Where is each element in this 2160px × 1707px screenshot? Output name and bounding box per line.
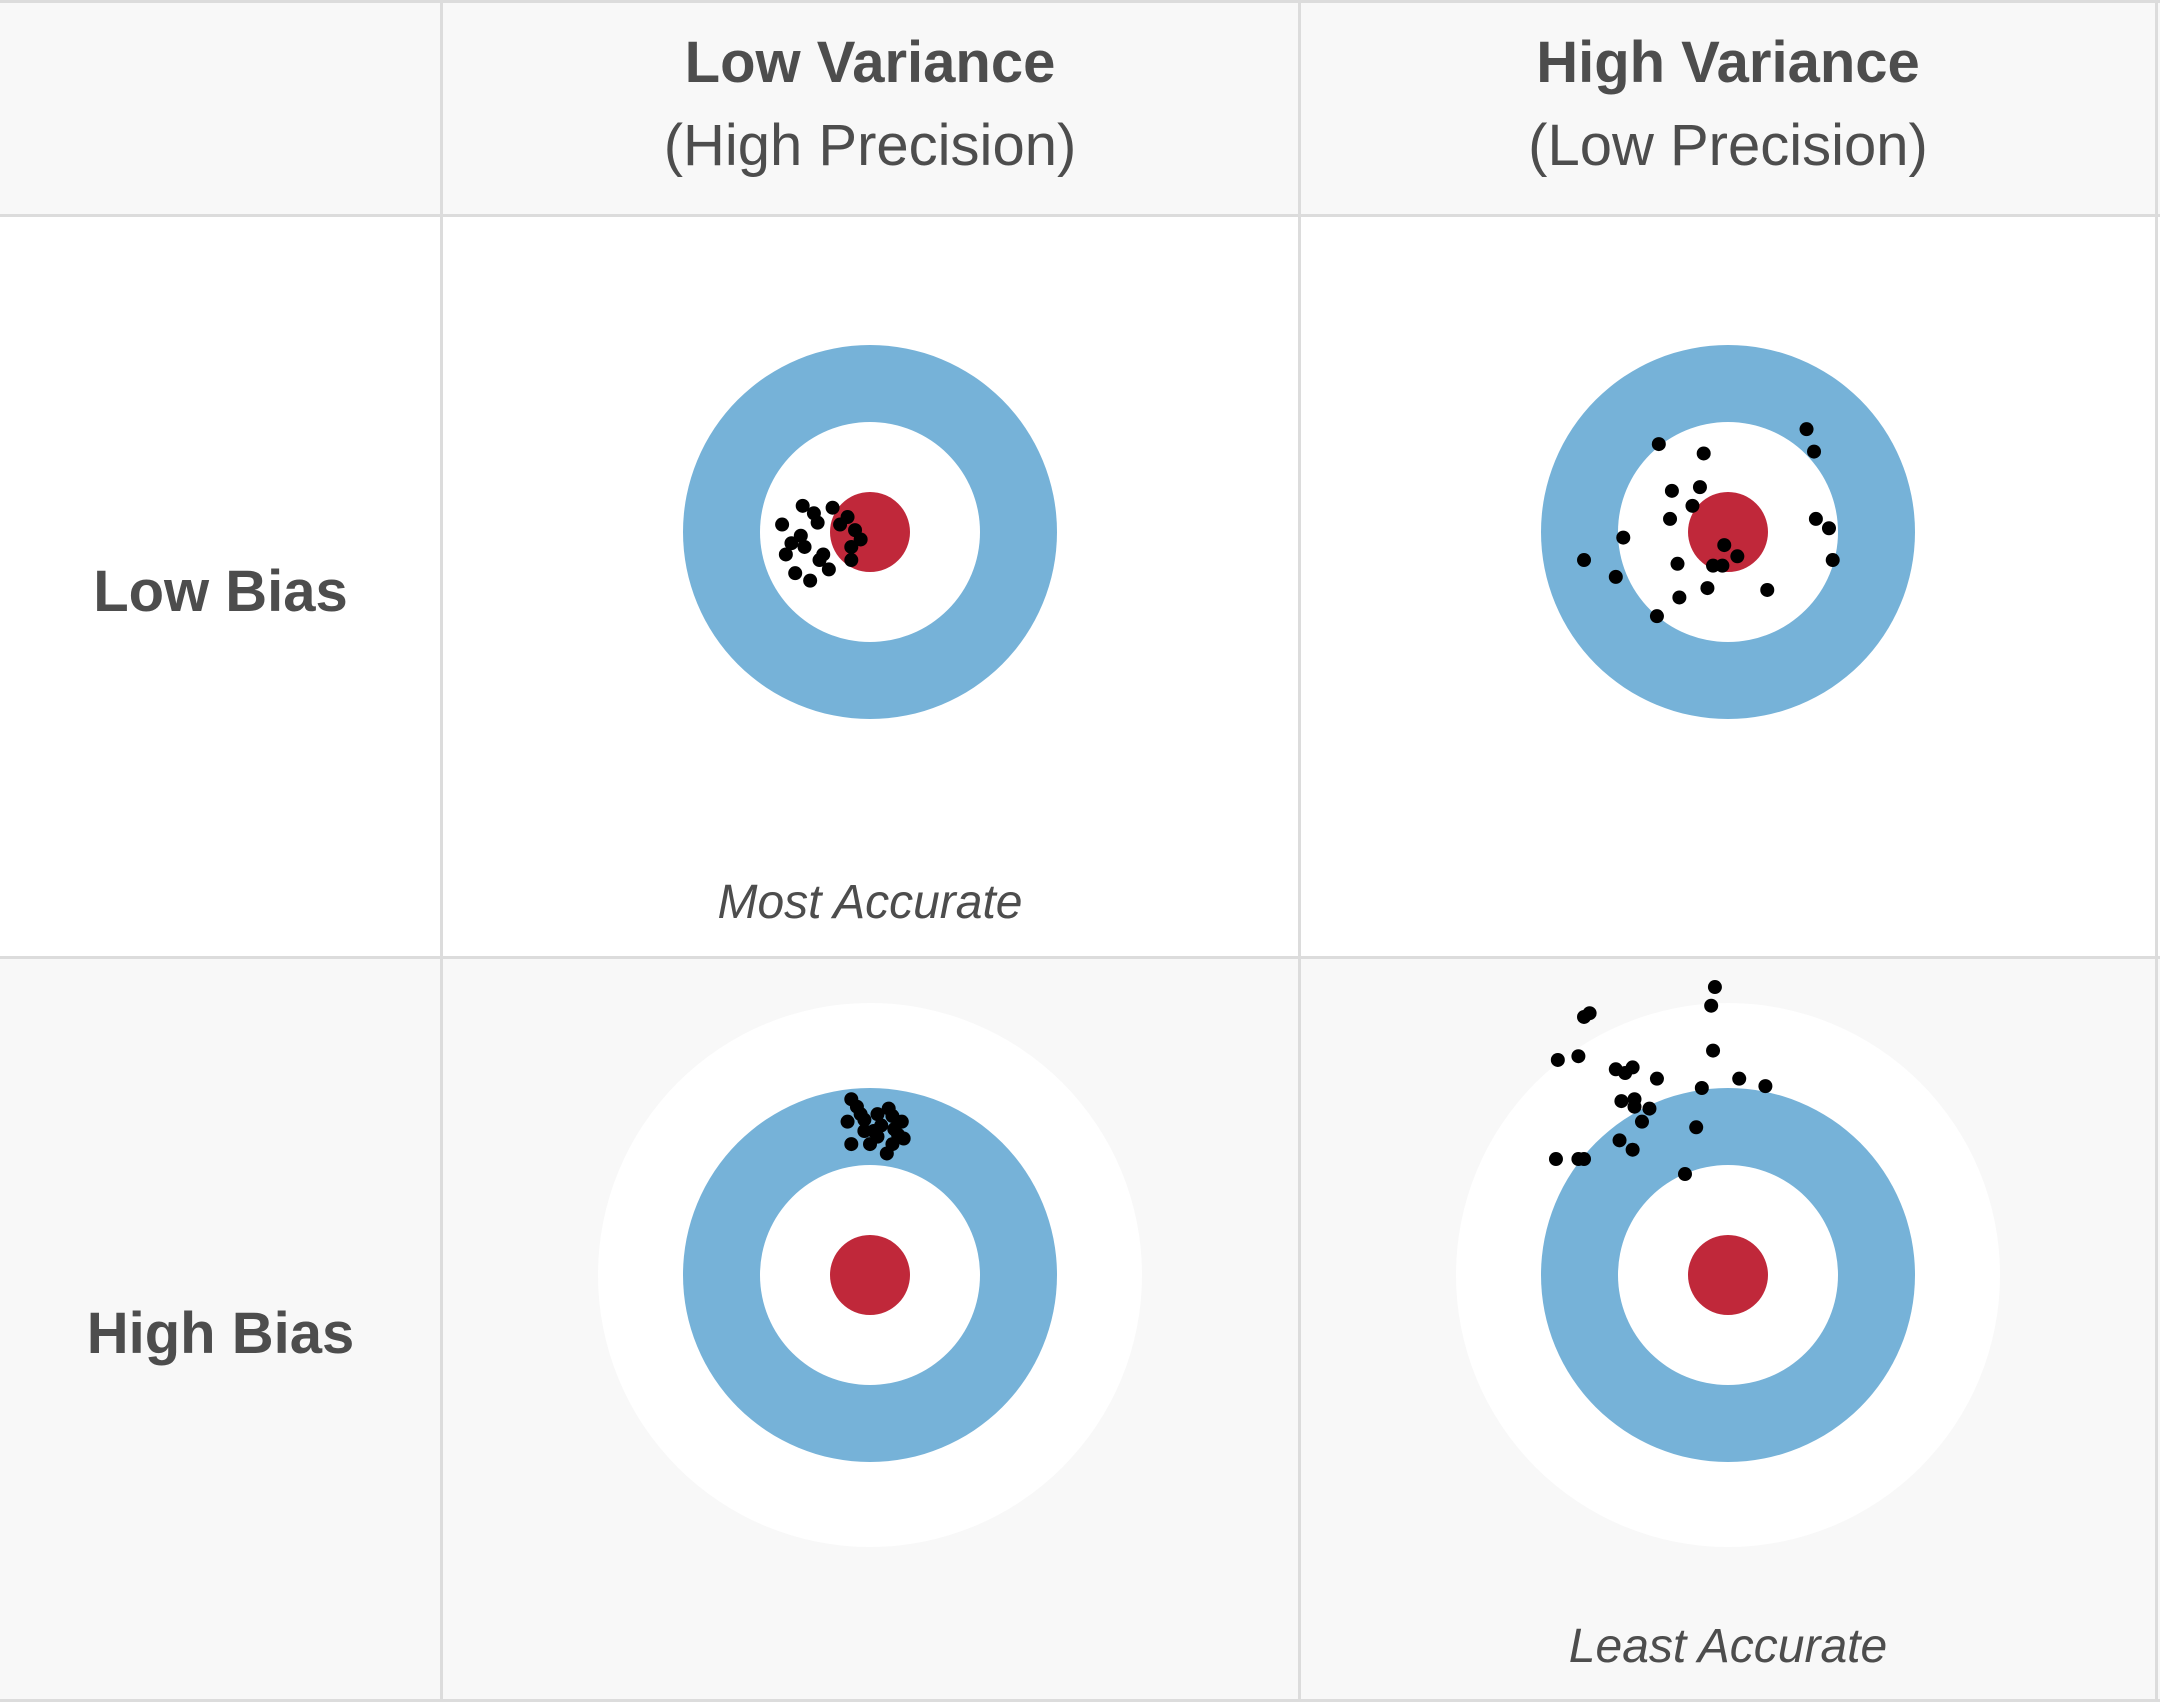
hit-point: [1670, 556, 1685, 571]
grid-line-horizontal-2: [0, 956, 2160, 959]
hit-point: [1700, 581, 1715, 596]
column-title: Low Variance: [684, 29, 1056, 95]
hit-point: [1825, 553, 1840, 568]
hit-point: [797, 539, 812, 554]
grid-line-vertical-1: [440, 0, 443, 1702]
hit-point: [1694, 1081, 1709, 1095]
hit-point: [1664, 483, 1679, 498]
hit-point: [795, 498, 810, 513]
grid-line-vertical-3: [2155, 0, 2158, 1702]
column-header-high-variance: High Variance (Low Precision): [1300, 0, 2156, 215]
hit-point: [1821, 521, 1836, 536]
hit-point: [1550, 1052, 1565, 1067]
hit-point: [1614, 1094, 1629, 1109]
column-subtitle: (Low Precision): [1528, 112, 1928, 178]
hit-point: [1627, 1092, 1642, 1107]
column-title: High Variance: [1536, 29, 1920, 95]
hit-point: [1704, 998, 1719, 1013]
hit-point: [1689, 1120, 1704, 1135]
hit-point: [863, 1137, 877, 1152]
hit-point: [778, 547, 793, 562]
hit-point: [1672, 590, 1687, 605]
hit-point: [1717, 538, 1732, 553]
target-bullseye: [1688, 1235, 1768, 1315]
grid-line-vertical-2: [1298, 0, 1301, 1702]
hit-point: [784, 536, 799, 551]
hit-point: [879, 1146, 894, 1161]
hit-point: [840, 1114, 855, 1129]
hit-point: [844, 539, 859, 554]
hit-point: [803, 573, 818, 588]
target-bullseye: [830, 1235, 910, 1315]
hit-point: [1577, 553, 1592, 568]
hit-point: [1758, 1079, 1773, 1094]
hit-point: [1625, 1060, 1640, 1075]
hit-point: [1625, 1142, 1640, 1157]
hit-point: [1608, 569, 1623, 584]
grid-line-horizontal-1: [0, 214, 2160, 217]
grid-line-horizontal-3: [0, 1699, 2160, 1702]
caption-most-accurate: Most Accurate: [717, 876, 1023, 929]
hit-point: [1663, 511, 1678, 526]
hit-point: [1692, 480, 1707, 495]
hit-point: [1649, 609, 1664, 624]
hit-point: [1685, 498, 1700, 513]
hit-point: [1715, 558, 1730, 573]
hit-point: [866, 1124, 881, 1139]
hit-point: [1548, 1152, 1563, 1167]
hit-point: [1707, 980, 1722, 995]
hit-point: [1642, 1101, 1657, 1116]
hit-point: [775, 517, 790, 532]
hit-point: [1634, 1114, 1649, 1129]
header-row-background: [0, 0, 2160, 215]
hit-point: [806, 506, 821, 521]
hit-point: [1807, 444, 1822, 459]
hit-point: [812, 553, 827, 568]
hit-point: [1706, 1043, 1721, 1058]
target-low-bias-low-variance: [683, 345, 1057, 719]
hit-point: [840, 510, 855, 525]
hit-point: [1677, 1167, 1692, 1182]
hit-point: [1696, 446, 1711, 461]
hit-point: [1799, 422, 1814, 437]
hit-point: [891, 1127, 906, 1142]
hit-point: [788, 566, 803, 581]
hit-point: [1651, 437, 1666, 452]
target-low-bias-high-variance: [1541, 345, 1915, 719]
hit-point: [1577, 1152, 1592, 1167]
hit-point: [1649, 1071, 1664, 1086]
hit-point: [848, 523, 863, 538]
target-high-bias-high-variance: [1456, 980, 2000, 1547]
hit-point: [870, 1107, 885, 1122]
hit-point: [1571, 1049, 1586, 1064]
hit-point: [844, 553, 859, 568]
hit-point: [821, 562, 836, 577]
grid-line-horizontal-0: [0, 0, 2160, 3]
hit-point: [1612, 1133, 1627, 1148]
row-header-low-bias: Low Bias: [93, 558, 348, 624]
target-bullseye: [830, 492, 910, 572]
hit-point: [825, 500, 840, 515]
caption-least-accurate: Least Accurate: [1568, 1620, 1888, 1673]
hit-point: [1730, 549, 1745, 564]
target-high-bias-low-variance: [598, 1003, 1142, 1547]
hit-point: [1616, 530, 1631, 545]
hit-point: [793, 528, 808, 543]
hit-point: [1808, 511, 1823, 526]
hit-point: [1577, 1009, 1592, 1024]
target-bullseye: [1688, 492, 1768, 572]
hit-point: [1760, 582, 1775, 597]
hit-point: [844, 1137, 859, 1152]
column-header-low-variance: Low Variance (High Precision): [442, 0, 1298, 215]
column-subtitle: (High Precision): [663, 112, 1077, 178]
hit-point: [1732, 1071, 1747, 1086]
hit-point: [853, 1107, 868, 1122]
row-header-high-bias: High Bias: [86, 1300, 355, 1366]
